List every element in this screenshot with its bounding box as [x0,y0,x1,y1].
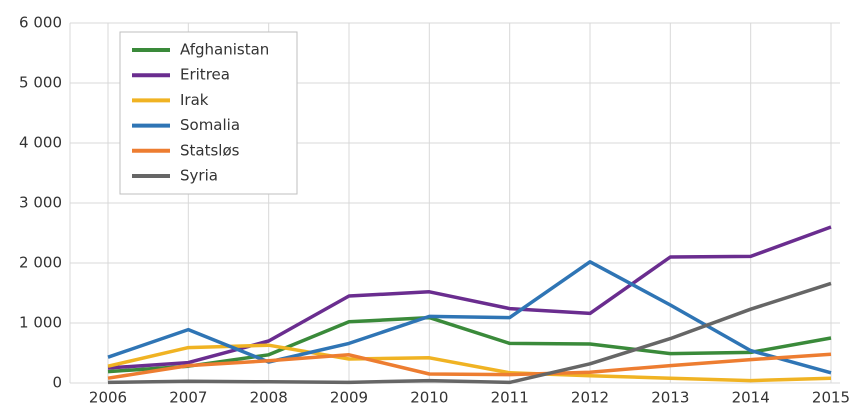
x-tick-label: 2015 [812,389,850,407]
legend-label: Somalia [180,116,240,134]
x-tick-label: 2011 [491,389,529,407]
legend: Afghanistan Eritrea Irak Somalia Statsløs Syr… [119,31,298,195]
x-tick-label: 2010 [410,389,448,407]
legend-label: Eritrea [180,66,230,84]
series-line [107,315,832,374]
y-tick-label: 6 000 [19,14,62,32]
y-tick-label: 3 000 [19,194,62,212]
y-tick-label: 0 [52,374,62,392]
legend-label: Statsløs [180,141,240,159]
x-tick-label: 2009 [330,389,368,407]
y-tick-label: 4 000 [19,134,62,152]
x-tick-label: 2013 [651,389,689,407]
legend-label: Afghanistan [180,41,269,59]
x-tick-label: 2007 [169,389,207,407]
y-tick-label: 5 000 [19,74,62,92]
legend-label: Syria [180,167,218,185]
series-line [107,260,832,375]
x-tick-label: 2006 [89,389,127,407]
y-tick-label: 1 000 [19,314,62,332]
x-tick-label: 2008 [250,389,288,407]
y-tick-label: 2 000 [19,254,62,272]
legend-box [119,31,298,195]
legend-label: Irak [180,91,209,109]
x-tick-label: 2012 [571,389,609,407]
series-line [107,281,832,385]
series-line [107,352,832,380]
x-tick-label: 2014 [732,389,770,407]
series-line [107,225,832,370]
